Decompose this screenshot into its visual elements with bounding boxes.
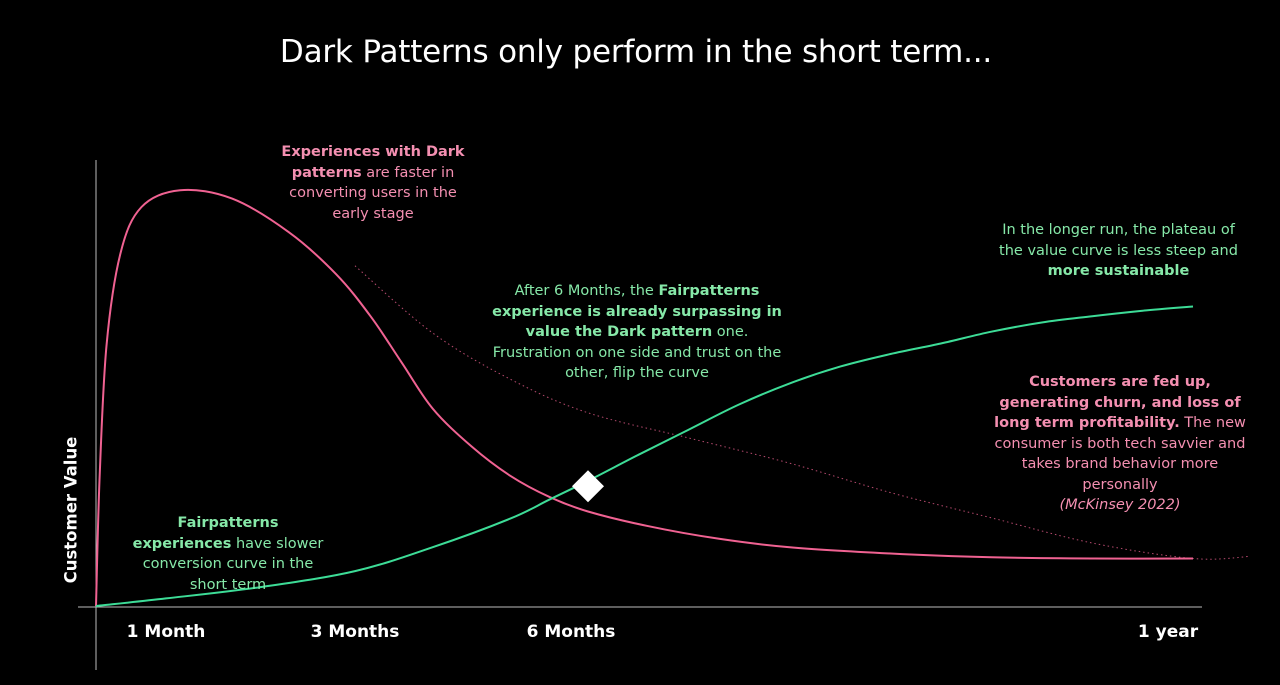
x-tick-1-year: 1 year xyxy=(1137,622,1199,642)
annotation-fair-early-text: have slower conversion curve in the shor… xyxy=(142,535,324,593)
x-tick-3-months: 3 Months xyxy=(310,622,400,642)
annotation-churn: Customers are fed up, generating churn, … xyxy=(993,372,1247,516)
annotation-fair-early-bold: Fairpatterns experiences xyxy=(132,515,279,552)
annotation-churn-bold: Customers are fed up, generating churn, … xyxy=(994,374,1241,431)
crossover-diamond-marker xyxy=(572,470,604,503)
annotation-crossover-post: one. Frustration on one side and trust o… xyxy=(492,324,782,381)
series-line-dark-patterns-projection xyxy=(354,265,1251,560)
annotation-crossover-pre: After 6 Months, the xyxy=(514,283,659,299)
annotation-crossover: After 6 Months, the Fairpatterns experie… xyxy=(492,281,782,384)
annotation-fair-early: Fairpatterns experiences have slower con… xyxy=(128,513,328,595)
annotation-long-run: In the longer run, the plateau of the va… xyxy=(996,220,1241,282)
annotation-dark-early: Experiences with Dark patterns are faste… xyxy=(278,142,468,224)
annotation-dark-early-text: are faster in converting users in the ea… xyxy=(289,164,457,222)
x-tick-1-month: 1 Month xyxy=(126,622,206,642)
annotation-dark-early-bold: Experiences with Dark patterns xyxy=(281,144,465,181)
x-tick-6-months: 6 Months xyxy=(526,622,616,642)
annotation-long-run-bold: more sustainable xyxy=(1047,263,1190,279)
annotation-churn-citation: (McKinsey 2022) xyxy=(1059,497,1181,513)
series-line-fairpatterns xyxy=(95,305,1194,607)
marker-layer xyxy=(572,470,604,503)
chart-title: Dark Patterns only perform in the short … xyxy=(279,34,993,70)
annotation-crossover-bold: Fairpatterns experience is already surpa… xyxy=(492,283,782,340)
series-layer xyxy=(95,188,1251,607)
y-axis-label: Customer Value xyxy=(61,436,81,584)
annotation-long-run-pre: In the longer run, the plateau of the va… xyxy=(999,222,1238,259)
annotation-churn-text: The new consumer is both tech savvier an… xyxy=(994,415,1246,493)
series-line-dark-patterns xyxy=(95,188,1194,607)
